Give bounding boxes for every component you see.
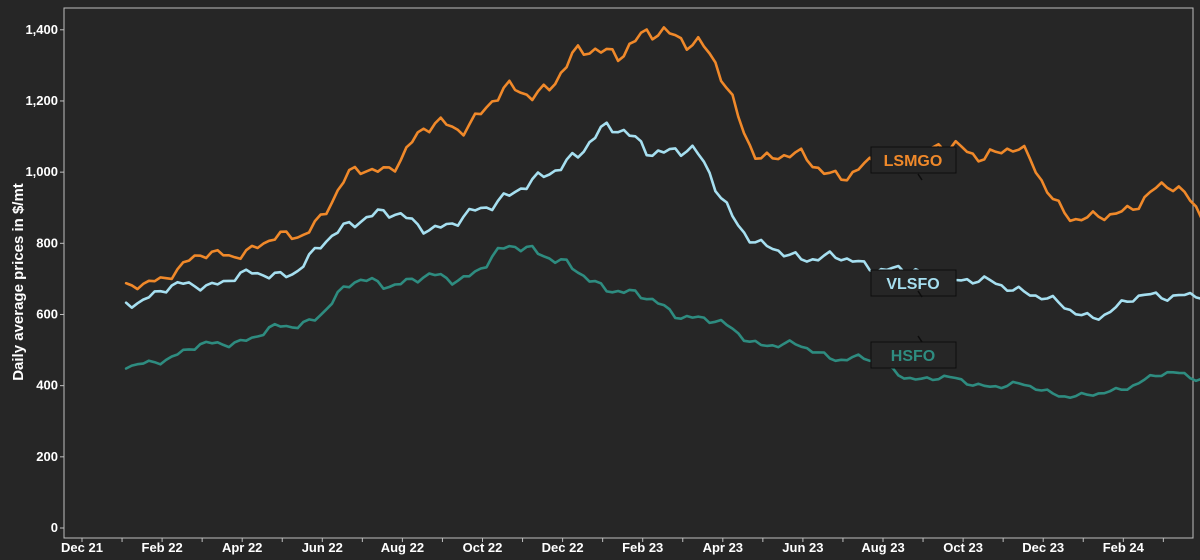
annotation-label: VLSFO [886, 276, 939, 293]
series-line-hsfo [124, 244, 1200, 399]
x-tick-label: Jun 22 [302, 540, 343, 555]
annotation-box [870, 269, 957, 297]
y-tick-label: 200 [36, 449, 58, 464]
x-tick-label: Dec 22 [542, 540, 584, 555]
annotation-box [870, 146, 957, 174]
annotation-label: LSMGO [884, 153, 943, 170]
x-tick-label: Oct 22 [463, 540, 503, 555]
x-tick-label: Apr 22 [222, 540, 262, 555]
series-line-lsmgo [124, 26, 1200, 291]
y-tick-label: 1,200 [25, 93, 58, 108]
y-axis: 0 200 400 600 800 1,000 1,200 1,400 [25, 22, 64, 535]
x-tick-label: Jun 23 [782, 540, 823, 555]
y-tick-label: 400 [36, 378, 58, 393]
x-tick-label: Feb 23 [622, 540, 663, 555]
annotation-pointer [917, 335, 923, 343]
plot-area [63, 7, 1194, 539]
annotation-box [870, 341, 957, 369]
x-tick-label: Aug 22 [381, 540, 424, 555]
series-layer [124, 26, 1200, 399]
x-tick-label: Apr 23 [703, 540, 743, 555]
annotation-label: HSFO [891, 348, 935, 365]
y-tick-label: 600 [36, 306, 58, 321]
y-tick-label: 1,000 [25, 164, 58, 179]
y-tick-label: 0 [51, 520, 58, 535]
x-tick-label: Oct 23 [943, 540, 983, 555]
annotation-pointer [917, 173, 923, 181]
annotation-hsfo: HSFO [870, 335, 957, 369]
annotation-pointer [917, 290, 923, 298]
y-axis-title: Daily average prices in $/mt [10, 183, 27, 381]
y-tick-label: 800 [36, 235, 58, 250]
x-tick-label: Feb 24 [1103, 540, 1145, 555]
annotation-vlsfo: VLSFO [870, 269, 957, 298]
annotation-layer: LSMGO VLSFO HSFO [870, 146, 957, 369]
x-tick-label: Dec 21 [61, 540, 103, 555]
series-line-vlsfo [124, 121, 1200, 321]
y-tick-label: 1,400 [25, 22, 58, 37]
annotation-lsmgo: LSMGO [870, 146, 957, 181]
x-tick-label: Feb 22 [142, 540, 183, 555]
x-tick-label: Dec 23 [1022, 540, 1064, 555]
x-tick-label: Aug 23 [861, 540, 904, 555]
x-axis: Dec 21 Feb 22 Apr 22 Jun 22 Aug 22 Oct 22 Dec … [61, 538, 1164, 555]
